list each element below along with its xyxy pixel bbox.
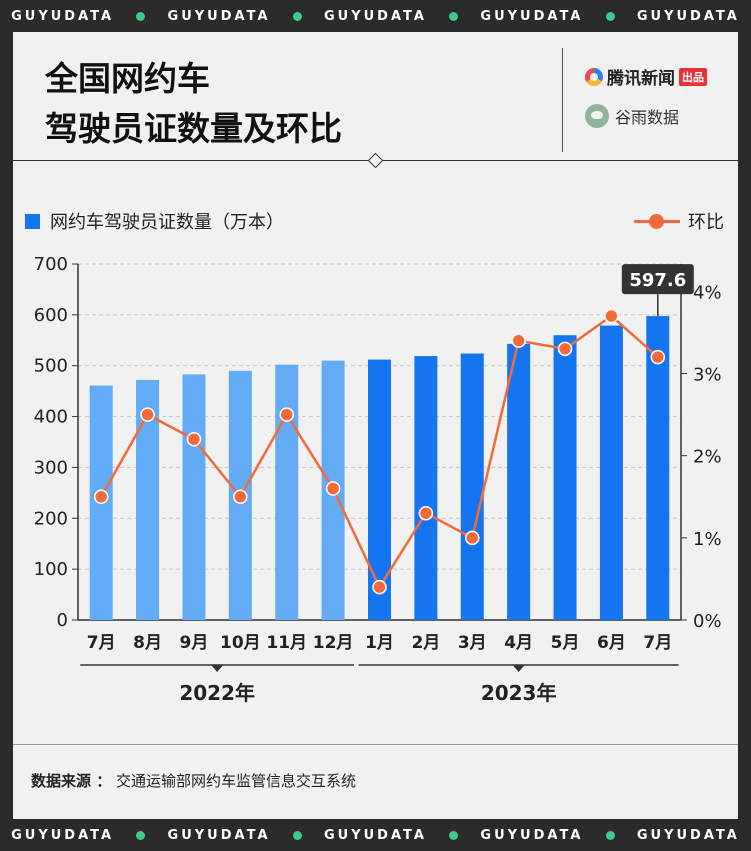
y-right-tick-label: 2% <box>693 447 722 468</box>
brand-word: GUYUDATA <box>636 8 740 24</box>
brand-word: GUYUDATA <box>636 827 740 843</box>
dot-icon <box>449 830 459 840</box>
line-point <box>325 481 341 496</box>
y-left-tick-label: 0 <box>57 610 68 631</box>
brand2-text: 谷雨数据 <box>615 108 680 127</box>
line-point <box>186 431 202 447</box>
legend-bar-label: 网约车驾驶员证数量（万本） <box>50 212 284 233</box>
group-bracket-arrow-icon <box>211 665 224 672</box>
brand-guyu-data: 谷雨数据 <box>585 104 679 128</box>
chart-canvas: 0 100 200 300 400 500 600 700 0% 1% 2% 3% 4% 7月 8月 9月 10… <box>34 254 722 705</box>
line-point <box>418 505 434 521</box>
bottom-brand-band: GUYUDATA GUYUDATA GUYUDATA GUYUDATA GUYU… <box>0 819 751 851</box>
x-tick-label: 3月 <box>458 633 487 653</box>
line-point <box>650 349 666 365</box>
y-right-tick-label: 0% <box>693 611 722 632</box>
y-left-tick-label: 700 <box>34 254 68 275</box>
legend-line-label: 环比 <box>688 212 724 233</box>
bar <box>136 379 160 620</box>
dot-icon <box>292 11 302 21</box>
x-tick-label: 2月 <box>411 633 440 653</box>
legend-bar: 网约车驾驶员证数量（万本） <box>25 208 284 234</box>
line-point <box>557 341 573 357</box>
page-title-line2: 驾驶员证数量及环比 <box>45 109 342 148</box>
x-tick-label: 7月 <box>87 633 116 653</box>
y-right-tick-label: 3% <box>693 365 722 386</box>
brand-word: GUYUDATA <box>11 827 115 843</box>
x-tick-label: 1月 <box>365 633 394 653</box>
y-left-tick-label: 400 <box>34 407 68 428</box>
source-text: 交通运输部网约车监管信息交互系统 <box>116 772 357 790</box>
dot-icon <box>136 830 146 840</box>
dot-icon <box>605 11 615 21</box>
legend-bar-swatch-icon <box>25 213 40 229</box>
bar <box>507 343 531 620</box>
bar <box>182 374 206 620</box>
group-label: 2022年 <box>179 681 255 705</box>
group-bracket-arrow-icon <box>512 665 525 672</box>
y-left-tick-label: 500 <box>34 356 68 377</box>
line-point <box>511 333 526 348</box>
x-tick-label: 7月 <box>643 633 672 653</box>
legend-line-swatch-icon <box>634 213 680 229</box>
group-label: 2023年 <box>481 681 557 705</box>
line-point <box>372 579 387 595</box>
brand-word: GUYUDATA <box>480 8 584 24</box>
line-point <box>233 489 248 505</box>
line-point <box>465 530 480 546</box>
y-left-tick-label: 600 <box>34 305 68 326</box>
source-note: 数据来源 ： 交通运输部网约车监管信息交互系统 <box>31 770 356 791</box>
bar <box>599 325 623 620</box>
brand-word: GUYUDATA <box>323 827 427 843</box>
brand-word: GUYUDATA <box>323 8 427 24</box>
callout-box <box>621 264 694 295</box>
header-divider <box>562 48 563 152</box>
bar <box>414 356 438 620</box>
line-point <box>279 407 294 422</box>
bar <box>553 335 577 620</box>
x-tick-label: 6月 <box>597 633 626 653</box>
brand-word: GUYUDATA <box>167 8 271 24</box>
brand1-tag: 出品 <box>679 67 707 86</box>
line-point <box>604 308 619 324</box>
tencent-news-logo-icon <box>585 67 603 86</box>
y-right-tick-label: 4% <box>693 282 722 303</box>
brand-word: GUYUDATA <box>480 827 584 843</box>
brand-word: GUYUDATA <box>167 827 271 843</box>
brand1-text: 腾讯新闻 <box>607 69 675 89</box>
dot-icon <box>292 830 302 840</box>
dot-icon <box>449 11 459 21</box>
brand-tencent-news: 腾讯新闻 出品 <box>585 64 707 89</box>
chart-panel: 全国网约车 驾驶员证数量及环比 腾讯新闻 出品 谷雨数据 网约车驾驶员证数量（万… <box>13 32 738 819</box>
legend-line: 环比 <box>634 208 724 234</box>
y-left-tick-label: 200 <box>34 508 68 529</box>
y-left-tick-label: 300 <box>34 457 68 478</box>
y-left-tick-label: 100 <box>34 559 68 580</box>
y-right-tick-label: 1% <box>693 529 722 550</box>
bar <box>460 353 484 620</box>
bar <box>646 316 670 620</box>
top-brand-band: GUYUDATA GUYUDATA GUYUDATA GUYUDATA GUYU… <box>0 0 751 32</box>
line-point <box>93 489 109 505</box>
x-tick-label: 10月 <box>220 633 261 653</box>
bar <box>368 359 391 620</box>
x-tick-label: 8月 <box>133 633 162 653</box>
callout-value-label: 597.6 <box>629 270 686 291</box>
brand-word: GUYUDATA <box>11 8 115 24</box>
dot-icon <box>605 830 615 840</box>
page-title-line1: 全国网约车 <box>45 59 210 98</box>
guyu-logo-icon <box>585 104 609 128</box>
line-point <box>140 407 155 422</box>
x-tick-label: 12月 <box>313 633 354 653</box>
x-tick-label: 5月 <box>551 633 580 653</box>
footer-rule <box>13 744 738 745</box>
dot-icon <box>136 11 146 21</box>
x-tick-label: 4月 <box>504 633 533 653</box>
source-label: 数据来源 ： <box>31 772 112 790</box>
x-tick-label: 11月 <box>266 633 307 653</box>
bar <box>275 364 299 620</box>
x-tick-label: 9月 <box>180 633 209 653</box>
